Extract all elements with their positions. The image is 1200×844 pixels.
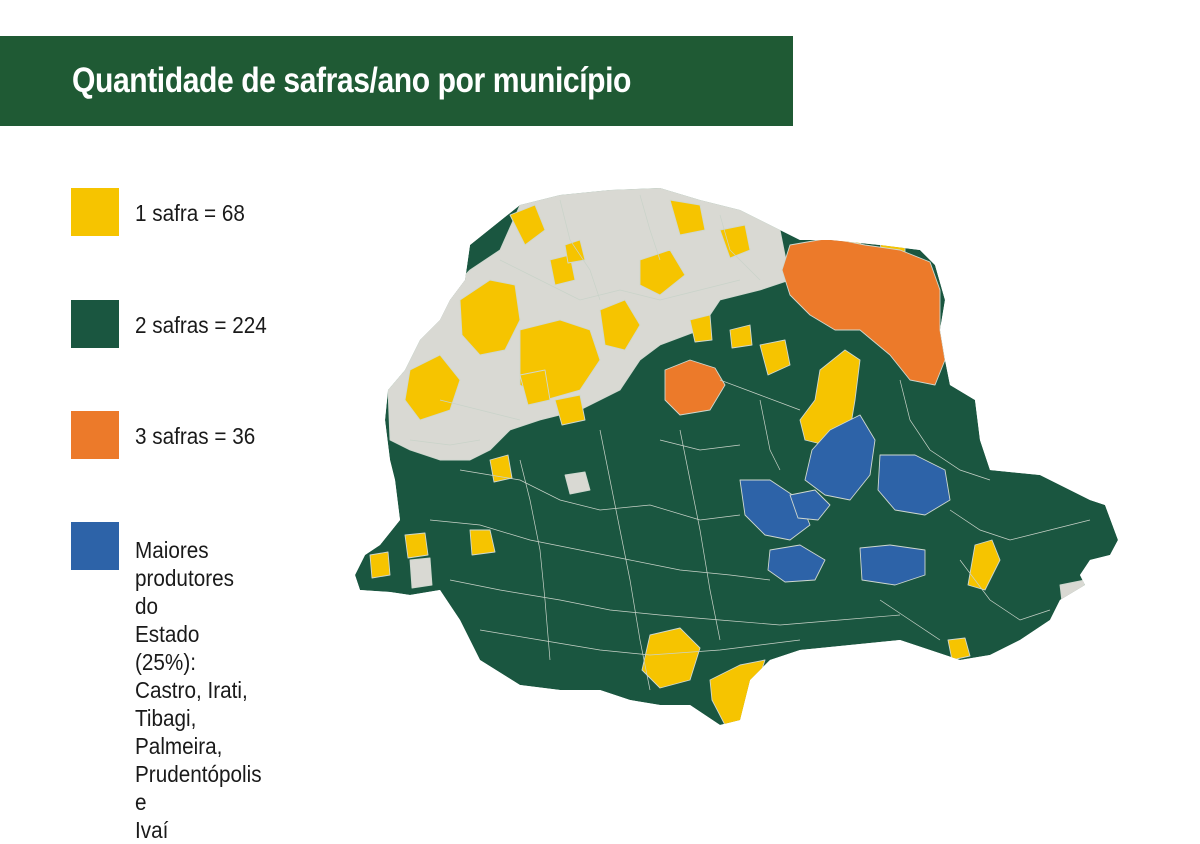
legend-swatch-yellow	[71, 188, 119, 236]
region-one-crop	[599, 299, 641, 351]
region-top-producers	[877, 454, 951, 516]
region-one-crop	[729, 324, 753, 349]
legend-label-three-crops: 3 safras = 36	[135, 423, 256, 449]
region-no-data	[564, 471, 591, 495]
region-one-crop	[554, 394, 586, 426]
parana-map	[355, 188, 1118, 725]
region-one-crop	[404, 354, 461, 421]
legend-label-top-producers: Maiores produtores do Estado (25%): Cast…	[135, 537, 262, 843]
region-one-crop	[459, 279, 521, 356]
region-one-crop	[369, 551, 391, 579]
region-one-crop	[689, 314, 713, 343]
legend-swatch-green	[71, 300, 119, 348]
region-one-crop	[947, 637, 971, 661]
region-one-crop	[967, 539, 1001, 591]
region-one-crop	[669, 199, 706, 236]
region-one-crop	[564, 239, 586, 264]
legend-label-one-crop: 1 safra = 68	[135, 200, 245, 226]
title-bar: Quantidade de safras/ano por município	[0, 36, 793, 126]
municipal-borders	[409, 194, 1091, 691]
region-no-data-northwest	[387, 188, 791, 461]
region-one-crop	[404, 532, 429, 559]
region-no-data	[409, 557, 433, 589]
region-three-crops	[664, 359, 726, 416]
region-top-producers	[859, 544, 926, 586]
region-one-crop	[469, 529, 496, 556]
region-one-crop	[509, 204, 546, 246]
region-one-crop	[759, 339, 791, 376]
region-one-crop	[639, 249, 686, 296]
region-top-producers	[789, 489, 831, 521]
legend-swatch-orange	[71, 411, 119, 459]
legend-label-two-crops: 2 safras = 224	[135, 312, 267, 338]
region-top-producers	[804, 414, 876, 501]
region-one-crop	[719, 224, 751, 259]
region-one-crop	[519, 369, 551, 406]
legend-swatch-blue	[71, 522, 119, 570]
region-one-crop	[489, 454, 513, 483]
map-regions	[355, 188, 1118, 725]
region-three-crops	[781, 237, 946, 386]
region-one-crop	[641, 627, 701, 689]
region-top-producers	[767, 544, 826, 583]
page-title: Quantidade de safras/ano por município	[72, 61, 631, 100]
